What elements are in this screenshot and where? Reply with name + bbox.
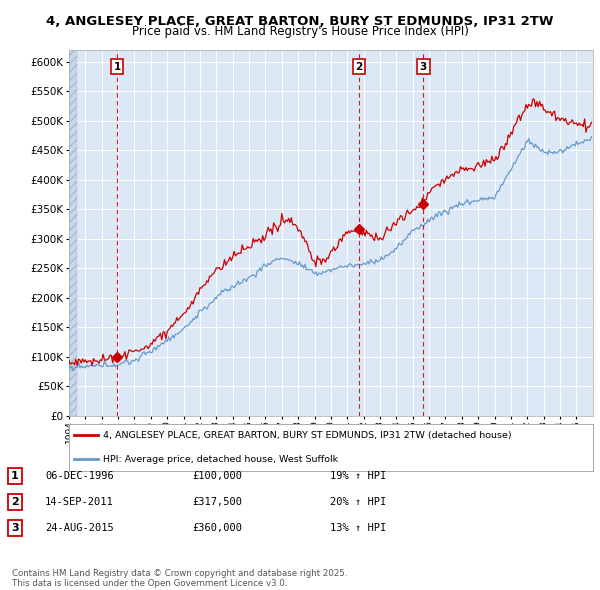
- Bar: [69, 50, 77, 416]
- Text: HPI: Average price, detached house, West Suffolk: HPI: Average price, detached house, West…: [103, 454, 338, 464]
- Text: 4, ANGLESEY PLACE, GREAT BARTON, BURY ST EDMUNDS, IP31 2TW: 4, ANGLESEY PLACE, GREAT BARTON, BURY ST…: [46, 15, 554, 28]
- Text: 4, ANGLESEY PLACE, GREAT BARTON, BURY ST EDMUNDS, IP31 2TW (detached house): 4, ANGLESEY PLACE, GREAT BARTON, BURY ST…: [103, 431, 512, 440]
- Text: 24-AUG-2015: 24-AUG-2015: [45, 523, 114, 533]
- Text: £360,000: £360,000: [192, 523, 242, 533]
- Text: £317,500: £317,500: [192, 497, 242, 507]
- Text: 2: 2: [355, 62, 362, 71]
- Text: 2: 2: [11, 497, 19, 507]
- Text: 20% ↑ HPI: 20% ↑ HPI: [330, 497, 386, 507]
- Text: 1: 1: [113, 62, 121, 71]
- Text: Contains HM Land Registry data © Crown copyright and database right 2025.
This d: Contains HM Land Registry data © Crown c…: [12, 569, 347, 588]
- Text: 14-SEP-2011: 14-SEP-2011: [45, 497, 114, 507]
- Text: 3: 3: [11, 523, 19, 533]
- Text: 13% ↑ HPI: 13% ↑ HPI: [330, 523, 386, 533]
- Text: 3: 3: [420, 62, 427, 71]
- Text: 06-DEC-1996: 06-DEC-1996: [45, 471, 114, 481]
- Text: £100,000: £100,000: [192, 471, 242, 481]
- Text: 19% ↑ HPI: 19% ↑ HPI: [330, 471, 386, 481]
- Text: 1: 1: [11, 471, 19, 481]
- Text: Price paid vs. HM Land Registry's House Price Index (HPI): Price paid vs. HM Land Registry's House …: [131, 25, 469, 38]
